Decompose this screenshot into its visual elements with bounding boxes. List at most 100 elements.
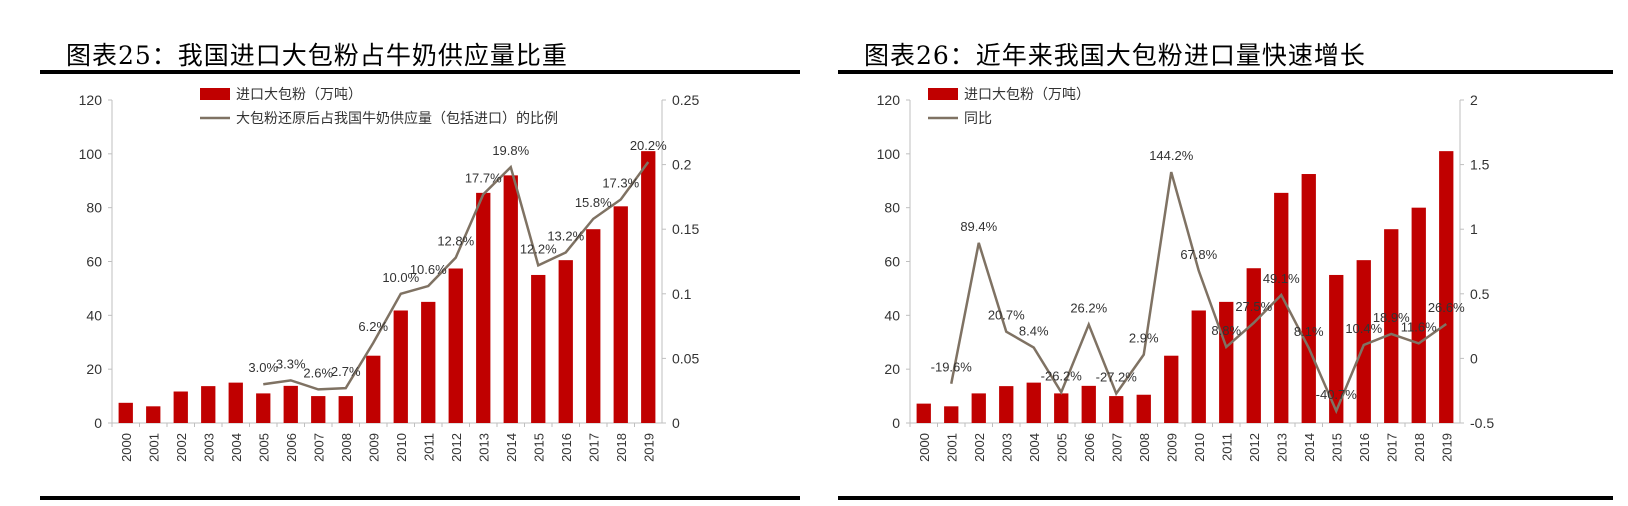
data-label: -27.2% [1096,370,1138,385]
data-label: 67.8% [1180,247,1217,262]
bar [586,229,601,423]
bar [1246,268,1261,423]
figure-title: 图表25：我国进口大包粉占牛奶供应量比重 [66,41,568,70]
bar [283,385,298,423]
y-tick-label-right: -0.5 [1470,415,1494,431]
y-tick-label-right: 0.05 [672,350,699,366]
data-label: -26.2% [1041,368,1083,383]
data-label: 12.8% [437,234,474,249]
x-tick-label: 2007 [311,433,326,462]
chart-26: 0 20 40 60 80 100 120 -0.5 0 0.5 1 1.5 2 2000 2001 2002… [877,86,1495,462]
bar [146,406,161,423]
x-tick-label: 2012 [1247,433,1262,462]
x-tick-label: 2010 [1192,433,1207,462]
y-tick-label-left: 60 [884,254,900,270]
bar [393,310,408,423]
y-tick-label-right: 1.5 [1470,157,1490,173]
y-tick-label-left: 20 [884,361,900,377]
bar [421,301,436,423]
data-label: 10.0% [382,270,419,285]
bar [201,386,216,423]
data-label: 8.1% [1294,324,1324,339]
title-rule [40,70,800,74]
bar [1219,301,1234,423]
bar [1191,310,1206,423]
y-tick-label-left: 120 [79,92,103,108]
bar [503,175,518,423]
bar [448,268,463,423]
x-tick-label: 2011 [421,433,436,461]
x-tick-label: 2015 [531,433,546,462]
figure-title: 图表26：近年来我国大包粉进口量快速增长 [864,41,1366,70]
legend-label: 大包粉还原后占我国牛奶供应量（包括进口）的比例 [236,110,558,126]
x-tick-label: 2014 [504,433,519,462]
bar [366,355,381,423]
bar [228,382,243,423]
data-label: 12.2% [520,241,557,256]
x-tick-label: 2000 [119,433,134,462]
data-label: 49.1% [1263,271,1300,286]
data-label: 20.7% [988,308,1025,323]
data-label: 15.8% [575,195,612,210]
data-label: 17.7% [465,170,502,185]
data-label: 10.4% [1345,321,1382,336]
bar [1109,396,1124,423]
bar [256,393,271,423]
x-tick-label: 2000 [917,433,932,462]
bar [641,151,656,423]
data-label: 3.0% [248,360,278,375]
x-tick-label: 2016 [559,433,574,462]
x-tick-label: 2005 [256,433,271,462]
y-tick-label-left: 120 [877,92,901,108]
x-tick-label: 2003 [201,433,216,462]
bar [118,402,133,423]
legend-label: 进口大包粉（万吨） [964,86,1090,102]
y-tick-label-right: 2 [1470,92,1478,108]
x-tick-label: 2019 [1439,433,1454,462]
bar [173,391,188,423]
y-tick-label-left: 0 [892,415,900,431]
data-label: 26.2% [1070,301,1107,316]
data-label: 2.7% [331,364,361,379]
bar [1164,355,1179,423]
bar [1356,260,1371,423]
bar [476,192,491,423]
x-tick-label: 2010 [394,433,409,462]
legend-swatch-bar [928,88,958,100]
data-label: -40.7% [1316,387,1358,402]
bar [916,403,931,423]
data-label: 18.9% [1373,310,1410,325]
x-tick-label: 2016 [1357,433,1372,462]
y-tick-label-left: 20 [86,361,102,377]
y-tick-label-left: 40 [86,307,102,323]
y-tick-label-left: 60 [86,254,102,270]
y-tick-label-left: 100 [79,146,103,162]
data-label: 2.9% [1129,331,1159,346]
legend-swatch-bar [200,88,230,100]
x-tick-label: 2011 [1219,433,1234,461]
legend-label: 进口大包粉（万吨） [236,86,362,102]
x-tick-label: 2015 [1329,433,1344,462]
x-tick-label: 2006 [1082,433,1097,462]
y-tick-label-right: 0.2 [672,157,692,173]
bar [1329,274,1344,423]
title-rule [838,70,1613,74]
bar [1136,394,1151,423]
data-label: 26.6% [1428,300,1465,315]
x-tick-label: 2009 [366,433,381,462]
y-tick-label-right: 0 [1470,350,1478,366]
x-tick-label: 2013 [476,433,491,462]
x-tick-label: 2018 [1412,433,1427,462]
bar [613,206,628,423]
x-tick-label: 2002 [174,433,189,462]
x-tick-label: 2006 [284,433,299,462]
x-tick-label: 2017 [586,433,601,462]
x-tick-label: 2018 [614,433,629,462]
data-label: 144.2% [1149,148,1194,163]
x-tick-label: 2008 [1137,433,1152,462]
y-tick-label-left: 100 [877,146,901,162]
x-tick-label: 2008 [339,433,354,462]
y-tick-label-left: 80 [86,200,102,216]
x-tick-label: 2017 [1384,433,1399,462]
data-label: 20.2% [630,138,667,153]
